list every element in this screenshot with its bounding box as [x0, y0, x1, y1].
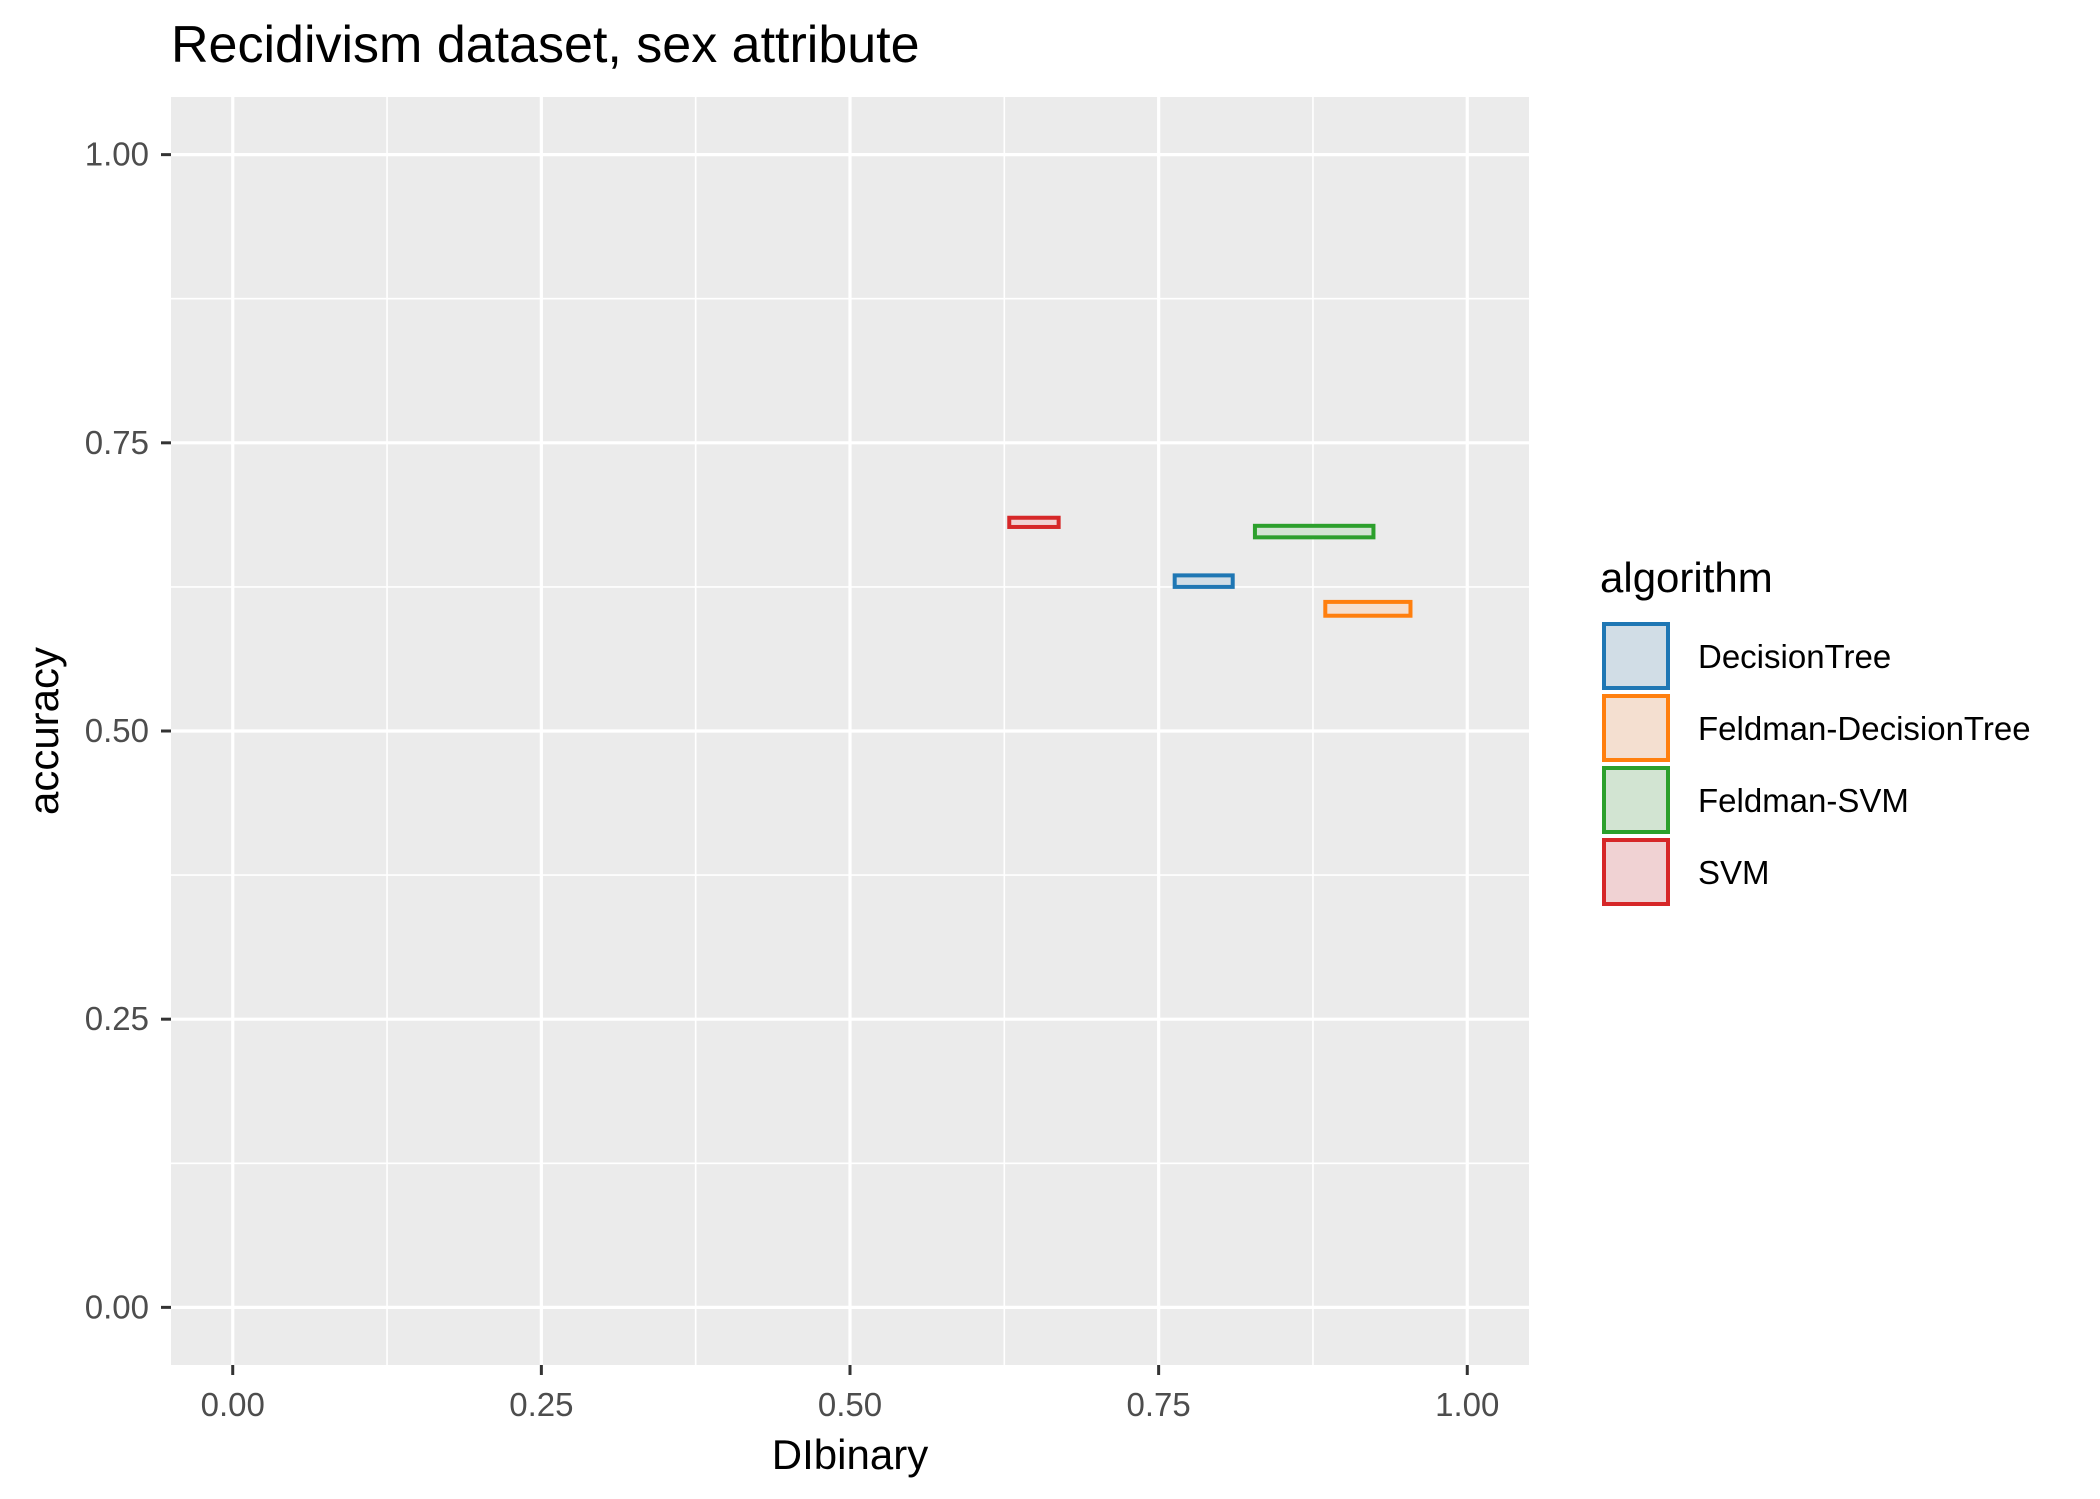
legend-key-svm [1602, 838, 1670, 906]
legend-key-feldman-decisiontree [1602, 694, 1670, 762]
chart-title: Recidivism dataset, sex attribute [171, 16, 920, 74]
legend-item-decisiontree: DecisionTree [1602, 622, 1891, 690]
y-tick-label: 0.50 [85, 712, 149, 749]
rect-feldman-decisiontree [1323, 599, 1413, 618]
legend-items: DecisionTree Feldman-DecisionTree Feldman-… [1602, 622, 2031, 906]
legend-key-feldman-svm [1602, 766, 1670, 834]
y-tick-label: 0.75 [85, 424, 149, 461]
y-axis-title: accuracy [20, 647, 67, 815]
data-layer [1007, 515, 1413, 618]
rect-feldman-svm [1252, 523, 1376, 540]
y-tick-label: 1.00 [85, 136, 149, 173]
grid-layer [171, 97, 1529, 1365]
x-tick-label: 0.25 [509, 1386, 573, 1423]
x-tick-label: 0.50 [818, 1386, 882, 1423]
legend-item-svm: SVM [1602, 838, 1770, 906]
legend-label-feldman-decisiontree: Feldman-DecisionTree [1698, 710, 2031, 747]
legend-label-decisiontree: DecisionTree [1698, 638, 1891, 675]
legend-label-feldman-svm: Feldman-SVM [1698, 782, 1909, 819]
x-tick-label: 0.00 [201, 1386, 265, 1423]
legend-key-decisiontree [1602, 622, 1670, 690]
legend-item-feldman-decisiontree: Feldman-DecisionTree [1602, 694, 2031, 762]
legend-item-feldman-svm: Feldman-SVM [1602, 766, 1909, 834]
y-tick-label: 0.00 [85, 1288, 149, 1325]
axes-layer: 0.00 0.25 0.50 0.75 1.00 0.00 0.25 0.50 0.75 1.00 [85, 136, 1500, 1423]
x-axis-title: DIbinary [772, 1431, 928, 1478]
legend-label-svm: SVM [1698, 854, 1770, 891]
rect-svm [1007, 515, 1061, 529]
x-tick-label: 1.00 [1435, 1386, 1499, 1423]
x-tick-label: 0.75 [1127, 1386, 1191, 1423]
legend: algorithm DecisionTree Feldman-DecisionTr… [1600, 554, 2031, 906]
legend-title: algorithm [1600, 554, 1773, 601]
y-tick-label: 0.25 [85, 1000, 149, 1037]
rect-decisiontree [1172, 573, 1235, 589]
